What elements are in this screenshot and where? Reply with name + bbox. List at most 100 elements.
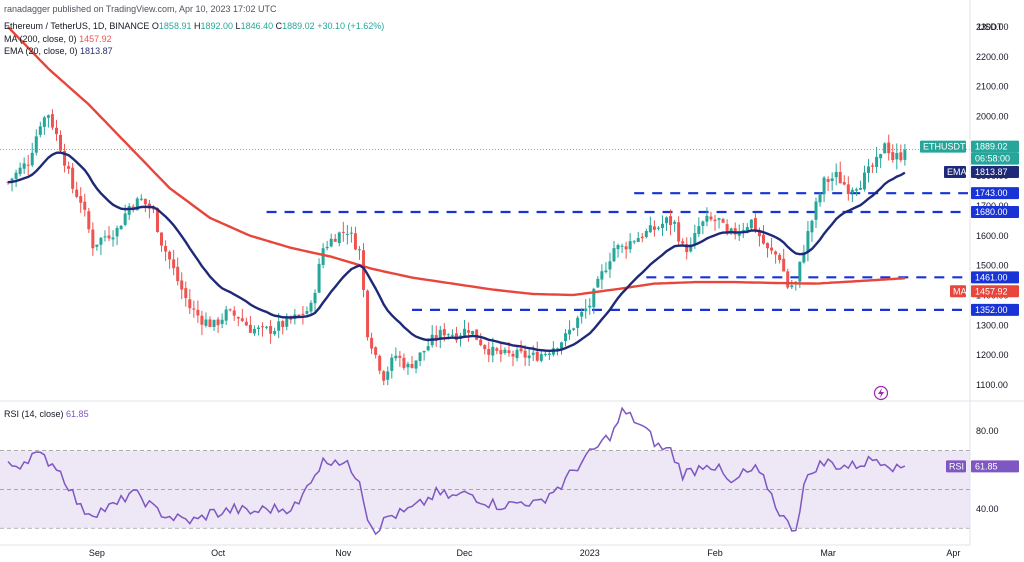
ema-value-badge: 1813.87 [975, 167, 1008, 177]
candle-body [208, 319, 212, 327]
candle-body [256, 327, 260, 329]
candle-body [382, 371, 386, 381]
candle-body [539, 354, 543, 361]
level-badge-bg [971, 303, 1019, 316]
symbol-legend[interactable]: Ethereum / TetherUS, 1D, BINANCE O1858.9… [4, 21, 385, 31]
candle-body [778, 254, 782, 261]
time-tick-label: Mar [820, 548, 836, 558]
candle-body [59, 134, 63, 151]
candle-body [321, 248, 325, 265]
rsi-value-badge-bg [971, 460, 1019, 473]
candle-body [523, 350, 527, 358]
candle-body [479, 339, 483, 346]
candle-body [725, 224, 729, 233]
candle-body [176, 266, 180, 282]
candle-body [648, 225, 652, 233]
price-pane-bg [0, 0, 970, 400]
candle-body [188, 299, 192, 309]
candle-body [576, 317, 580, 328]
candle-body [111, 237, 115, 240]
candle-body [782, 258, 786, 272]
ma-chip-bg [950, 285, 966, 298]
candle-body [386, 371, 390, 380]
candle-body [313, 292, 317, 304]
time-tick-label: Oct [211, 548, 226, 558]
candle-body [95, 244, 99, 247]
candle-body [212, 319, 216, 327]
candle-body [665, 217, 669, 224]
candle-body [850, 189, 854, 193]
candle-body [834, 171, 838, 178]
candle-body [75, 189, 79, 197]
candle-body [378, 355, 382, 371]
candle-body [511, 353, 515, 357]
rsi-legend[interactable]: RSI (14, close) 61.85 [4, 408, 89, 420]
candle-body [745, 227, 749, 231]
rsi-line[interactable] [7, 406, 906, 536]
candle-body [54, 127, 58, 135]
candle-body [519, 348, 523, 352]
candle-body [774, 251, 778, 255]
candle-body [879, 154, 883, 159]
candle-body [547, 353, 551, 355]
candle-body [50, 114, 54, 128]
candle-body [366, 290, 370, 338]
ema20-line[interactable] [7, 151, 906, 353]
candle-body [10, 178, 14, 183]
candle-body [450, 334, 454, 336]
rsi-legend-value: 61.85 [66, 409, 89, 419]
candle-body [349, 232, 353, 234]
level-badge: 1743.00 [975, 188, 1008, 198]
ema-legend-label: EMA (20, close, 0) [4, 46, 78, 56]
candle-body [830, 178, 834, 181]
price-tick-label: 1100.00 [976, 380, 1008, 390]
ma-legend[interactable]: MA (200, close, 0) 1457.92 [4, 33, 112, 45]
candle-body [721, 219, 725, 223]
price-axis-unit: USDT [978, 22, 1003, 32]
candle-body [67, 166, 71, 169]
level-badge-bg [971, 187, 1019, 200]
candle-body [693, 233, 697, 245]
price-tick-label: 2200.00 [976, 52, 1009, 62]
candle-body [261, 326, 265, 328]
candle-body [160, 232, 164, 246]
ma-value-badge: 1457.92 [975, 286, 1008, 296]
candle-body [434, 335, 438, 340]
symbol-name: Ethereum / TetherUS, 1D, BINANCE [4, 21, 150, 31]
candle-body [438, 329, 442, 340]
candle-body [660, 223, 664, 228]
candle-body [790, 285, 794, 288]
candle-body [22, 163, 26, 169]
candle-body [697, 226, 701, 235]
candle-body [26, 164, 30, 166]
candle-body [757, 230, 761, 237]
candle-body [798, 261, 802, 282]
candle-body [887, 142, 891, 154]
candle-body [244, 321, 248, 326]
rsi-pane [0, 406, 970, 536]
price-tick-label: 1300.00 [976, 320, 1009, 330]
candle-body [204, 319, 208, 326]
candle-body [709, 216, 713, 220]
candle-body [729, 228, 733, 232]
candle-body [87, 211, 91, 230]
ma200-line[interactable] [7, 26, 905, 297]
candle-body [329, 238, 333, 247]
candle-body [426, 346, 430, 351]
candle-body [390, 357, 394, 371]
candle-body [91, 229, 95, 249]
candle-body [38, 126, 42, 135]
ema-legend[interactable]: EMA (20, close, 0) 1813.87 [4, 45, 113, 57]
publisher-caption: ranadagger published on TradingView.com,… [4, 3, 277, 15]
candle-body [753, 218, 757, 232]
candle-body [895, 153, 899, 160]
rsi-legend-label: RSI (14, close) [4, 409, 64, 419]
candle-body [337, 232, 341, 244]
candle-body [83, 201, 87, 210]
candle-body [867, 166, 871, 173]
lightning-icon[interactable] [873, 385, 889, 401]
candle-body [34, 136, 38, 153]
candle-body [333, 238, 337, 242]
candle-body [422, 350, 426, 353]
